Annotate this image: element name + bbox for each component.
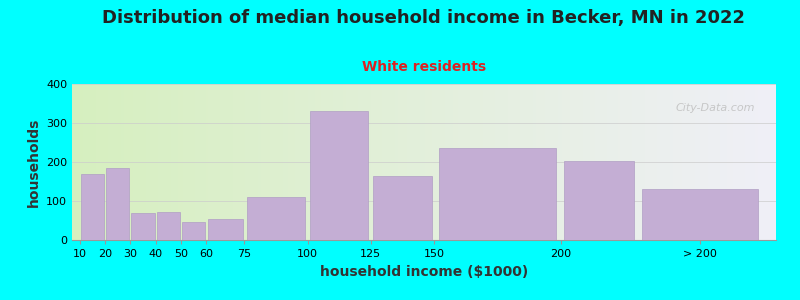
Bar [157, 212, 180, 240]
Text: White residents: White residents [362, 60, 486, 74]
Bar [374, 176, 431, 240]
X-axis label: household income ($1000): household income ($1000) [320, 265, 528, 279]
Text: Distribution of median household income in Becker, MN in 2022: Distribution of median household income … [102, 9, 746, 27]
Bar [246, 197, 305, 240]
Y-axis label: households: households [26, 117, 41, 207]
Text: City-Data.com: City-Data.com [675, 103, 755, 113]
Bar [81, 174, 104, 240]
Bar [182, 223, 206, 240]
Bar [106, 168, 130, 240]
Bar [439, 148, 556, 240]
Bar [310, 111, 368, 240]
Bar [564, 161, 634, 240]
Bar [642, 189, 758, 240]
Bar [131, 213, 154, 240]
Bar [208, 218, 242, 240]
